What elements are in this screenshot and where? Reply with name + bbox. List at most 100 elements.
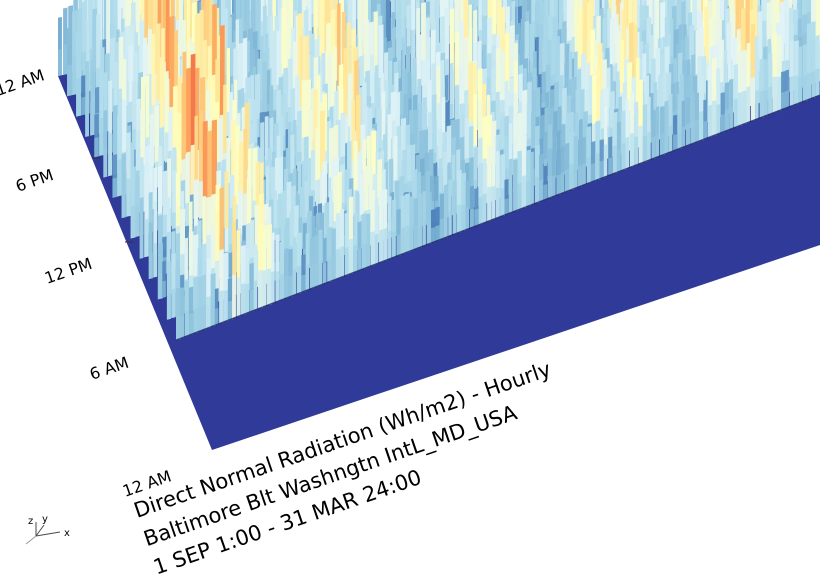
svg-text:6 PM: 6 PM — [13, 165, 56, 196]
surface-column-base — [443, 213, 448, 239]
surface-column-base — [157, 273, 163, 300]
surface-column-base — [193, 307, 198, 334]
surface-column-base — [707, 104, 713, 138]
surface-column-base — [478, 196, 484, 225]
gizmo-x-label: x — [64, 528, 70, 539]
surface-column-base — [690, 120, 695, 145]
surface-column-base — [802, 74, 808, 102]
surface-column-base — [240, 283, 246, 316]
surface-column-base — [776, 76, 782, 112]
surface-column-base — [387, 230, 392, 260]
surface-column-base — [750, 76, 756, 122]
surface-column-base — [582, 163, 586, 186]
surface-column-base — [686, 123, 690, 146]
surface-column-base — [742, 90, 747, 125]
surface-column-base — [322, 262, 327, 285]
surface-column-base — [651, 136, 656, 160]
surface-column-base — [634, 136, 639, 166]
surface-column-base — [660, 132, 666, 156]
surface-column-base — [197, 306, 202, 332]
surface-column-base — [214, 308, 219, 326]
surface-column-base — [288, 274, 294, 298]
surface-column-base — [456, 204, 462, 234]
surface-column-base — [357, 248, 362, 271]
surface-column-base — [526, 180, 531, 207]
surface-column-base — [379, 229, 384, 263]
surface-column-base — [517, 182, 523, 211]
surface-column-base — [530, 180, 534, 206]
surface-column-base — [99, 117, 104, 156]
tick-label-6pm: 6 PM — [13, 165, 56, 196]
surface-column-base — [616, 148, 621, 173]
surface-column-base — [599, 160, 605, 179]
surface-column-base — [331, 256, 337, 281]
surface-column-base — [348, 238, 354, 275]
surface-column-base — [452, 209, 457, 235]
surface-column-base — [564, 169, 570, 193]
gizmo-z-label: z — [28, 516, 33, 527]
surface-column-base — [117, 158, 123, 197]
surface-column-base — [405, 225, 411, 253]
surface-column-base — [469, 208, 474, 229]
surface-column-base — [409, 225, 414, 252]
tick-label-12am-top: 12 AM — [0, 65, 47, 99]
surface-column-base — [258, 269, 264, 309]
surface-column-base — [297, 265, 302, 294]
surface-column-base — [90, 100, 96, 136]
surface-column-base — [266, 268, 272, 306]
surface-column-base — [108, 132, 113, 177]
surface-column-base — [482, 193, 487, 224]
surface-column-base — [148, 252, 153, 280]
surface-plot — [58, 0, 820, 450]
surface-column-base — [153, 242, 157, 278]
surface-column-base — [513, 187, 519, 212]
tick-label-6am: 6 AM — [87, 353, 131, 384]
surface-column-base — [673, 134, 678, 151]
surface-column-base — [629, 132, 635, 168]
surface-column-base — [781, 91, 786, 110]
surface-column-base — [279, 273, 285, 301]
surface-column-base — [58, 48, 62, 76]
surface-column-base — [418, 222, 422, 248]
surface-columns — [58, 0, 820, 340]
surface-column-base — [210, 302, 216, 327]
surface-column-base — [223, 289, 229, 322]
surface-column-base — [694, 119, 700, 143]
axis-gizmo: z y x — [25, 514, 70, 545]
surface-column-base — [426, 220, 432, 245]
surface-column-base — [465, 207, 470, 230]
surface-column-base — [815, 68, 820, 97]
surface-column-base — [144, 218, 149, 258]
surface-column-base — [703, 120, 708, 140]
surface-column-base — [556, 174, 562, 196]
surface-column-base — [135, 206, 140, 238]
surface-column-base — [504, 198, 509, 216]
surface-column-base — [807, 72, 812, 100]
surface-column-base — [361, 243, 367, 270]
surface-column-base — [344, 246, 350, 276]
surface-column-base — [262, 269, 267, 308]
surface-column-base — [275, 271, 280, 303]
surface-column-base — [539, 179, 544, 202]
surface-column-base — [253, 280, 258, 311]
surface-column-base — [547, 175, 553, 199]
surface-column-base — [422, 220, 426, 247]
surface-column-base — [763, 90, 768, 117]
surface-column-base — [305, 264, 310, 291]
svg-text:12 PM: 12 PM — [42, 254, 94, 288]
gizmo-y-axis — [35, 524, 45, 537]
surface-column-base — [112, 177, 118, 198]
svg-text:12 AM: 12 AM — [0, 65, 47, 99]
surface-column-base — [573, 164, 578, 189]
surface-column-base — [772, 76, 777, 114]
surface-column-base — [188, 312, 194, 336]
surface-column-base — [608, 157, 613, 176]
surface-column-base — [383, 228, 388, 262]
surface-column-base — [184, 310, 190, 337]
surface-column-base — [85, 102, 89, 137]
surface-column-base — [400, 227, 406, 255]
surface-column-base — [543, 184, 548, 201]
surface-column-base — [590, 162, 596, 183]
